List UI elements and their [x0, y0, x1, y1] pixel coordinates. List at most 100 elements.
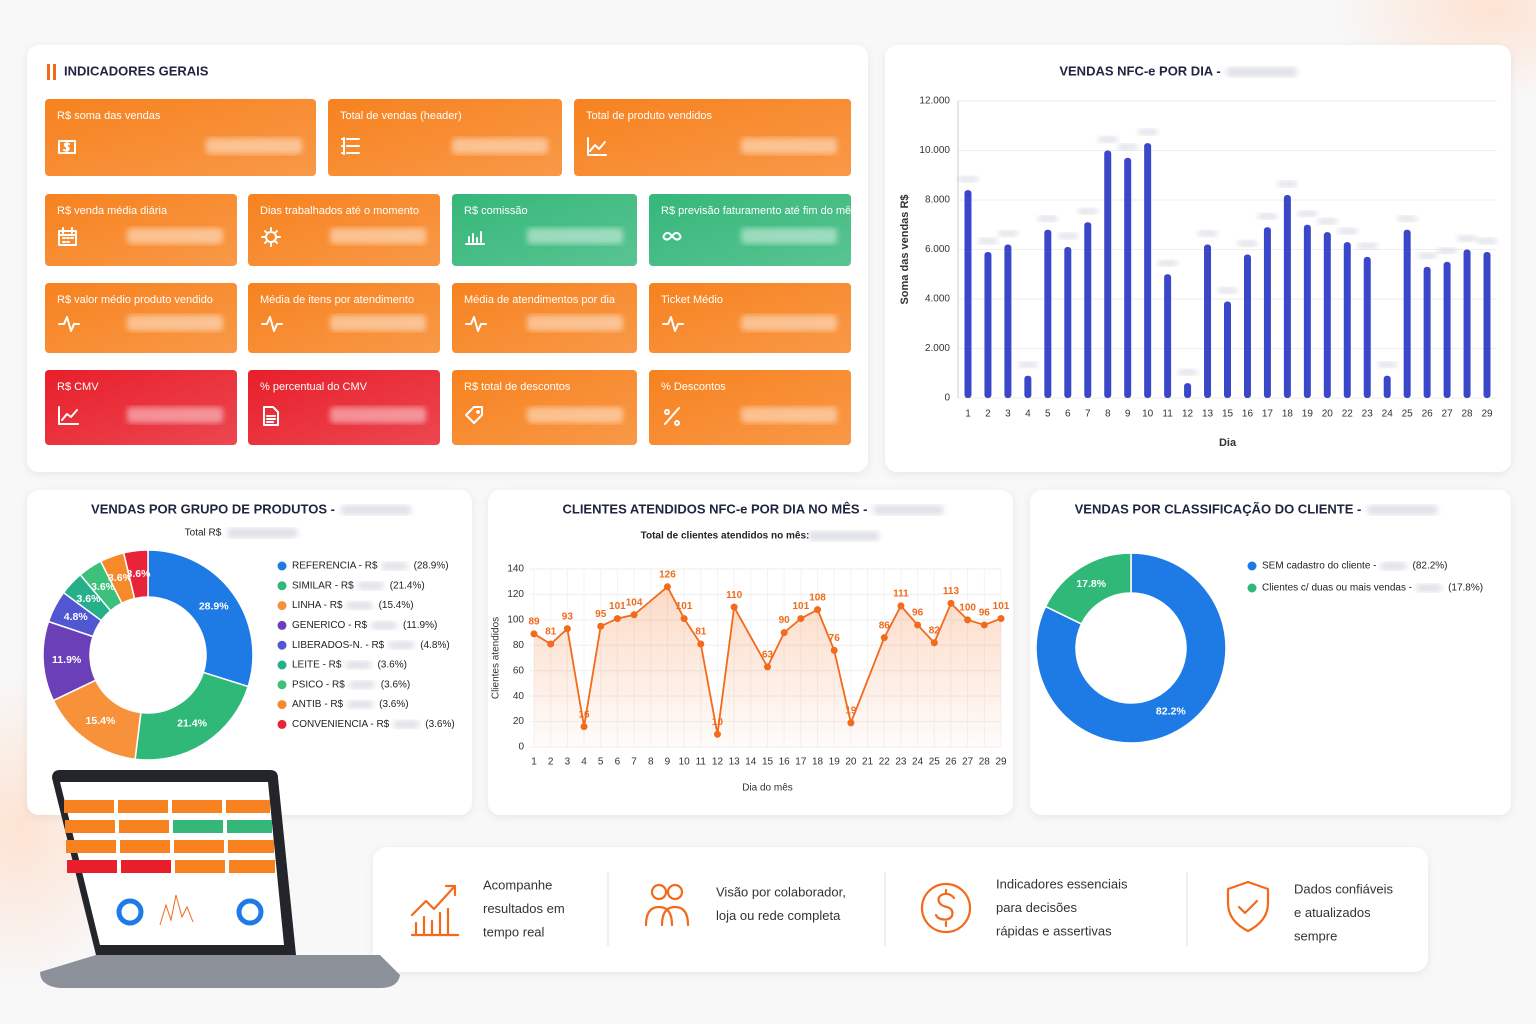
y-tick-label: 2.000 — [925, 343, 950, 354]
point — [530, 630, 538, 638]
y-tick-label: 40 — [513, 691, 525, 702]
data-label: 108 — [809, 592, 826, 603]
point — [980, 621, 988, 629]
x-tick-label: 1 — [965, 409, 971, 420]
x-tick-label: 22 — [879, 757, 891, 768]
point — [814, 606, 822, 614]
y-axis-label: Clientes atendidos — [491, 617, 502, 699]
icon-coin — [920, 882, 972, 934]
card-value-redacted — [330, 228, 426, 244]
redacted — [1237, 240, 1258, 247]
x-tick-label: 28 — [1461, 409, 1473, 420]
slice-label: 3.6% — [127, 568, 152, 580]
point — [580, 723, 588, 731]
card-icon — [662, 316, 684, 332]
card-shine — [45, 99, 316, 176]
legend-label: PSICO - R$ — [292, 679, 345, 690]
feature-text: rápidas e assertivas — [996, 923, 1112, 938]
bar — [1144, 143, 1152, 398]
x-tick-label: 7 — [631, 757, 637, 768]
point — [697, 640, 705, 648]
x-tick-label: 5 — [598, 757, 604, 768]
redacted — [1377, 361, 1398, 368]
donut-slice — [134, 671, 250, 761]
data-label: 82 — [929, 625, 941, 636]
bar — [1323, 232, 1331, 398]
bar-panel — [885, 45, 1511, 472]
x-tick-label: 10 — [1142, 409, 1154, 420]
redacted — [1397, 215, 1418, 222]
y-tick-label: 100 — [507, 614, 524, 625]
y-tick-label: 120 — [507, 589, 524, 600]
redacted — [388, 641, 415, 650]
x-tick-label: 9 — [665, 757, 671, 768]
card-value-redacted — [127, 407, 223, 423]
slice-label: 3.6% — [108, 572, 133, 584]
point — [563, 625, 571, 633]
data-label: 113 — [943, 586, 960, 597]
y-tick-label: 60 — [513, 665, 525, 676]
card-label: Média de atendimentos por dia — [464, 294, 616, 306]
bar — [1243, 254, 1251, 398]
data-label: 63 — [762, 650, 774, 661]
chart-subtitle: Total de clientes atendidos no mês: — [641, 531, 810, 542]
legend-label: LINHA - R$ — [292, 600, 343, 611]
accent — [53, 64, 56, 80]
card-label: R$ comissão — [464, 205, 528, 217]
data-label: 93 — [562, 611, 574, 622]
x-tick-label: 24 — [912, 757, 924, 768]
data-label: 110 — [726, 590, 743, 601]
x-tick-label: 13 — [1202, 409, 1214, 420]
legend-value: (82.2%) — [1413, 561, 1448, 572]
legend-label: ANTIB - R$ — [292, 699, 344, 710]
bar — [1383, 375, 1391, 398]
x-tick-label: 10 — [679, 757, 691, 768]
bar — [1024, 375, 1032, 398]
legend-label: LEITE - R$ — [292, 660, 342, 671]
redacted — [345, 661, 372, 669]
legend-label: Clientes c/ duas ou mais vendas - — [1262, 583, 1412, 594]
icon-growth — [410, 884, 457, 917]
legend-swatch — [1247, 583, 1257, 593]
card-icon — [263, 406, 279, 426]
redacted — [1297, 210, 1318, 217]
x-tick-label: 21 — [862, 757, 874, 768]
redacted — [1257, 213, 1278, 220]
legend-swatch — [277, 719, 287, 729]
x-tick-label: 20 — [1322, 409, 1334, 420]
redacted — [957, 176, 978, 183]
card-icon — [587, 137, 607, 156]
point — [780, 629, 788, 637]
bar — [1363, 256, 1371, 398]
redacted — [393, 720, 420, 729]
redacted — [1217, 287, 1238, 294]
y-tick-label: 0 — [944, 393, 950, 404]
legend-label: GENERICO - R$ — [292, 620, 367, 631]
x-axis-label: Dia — [1219, 437, 1237, 449]
bar — [1303, 224, 1311, 398]
card-icon — [58, 406, 79, 425]
redacted — [1137, 129, 1158, 136]
x-tick-label: 11 — [1162, 409, 1173, 420]
bar — [1064, 247, 1072, 398]
card-label: Dias trabalhados até o momento — [260, 205, 419, 217]
legend-swatch — [277, 680, 287, 690]
data-label: 101 — [793, 601, 810, 612]
x-tick-label: 12 — [712, 757, 724, 768]
x-tick-label: 11 — [696, 757, 707, 768]
x-tick-label: 24 — [1382, 409, 1394, 420]
card-icon — [58, 316, 80, 332]
card-label: R$ venda média diária — [57, 205, 168, 217]
card-icon — [662, 231, 682, 241]
slice-label: 15.4% — [86, 715, 116, 727]
x-tick-label: 27 — [1442, 409, 1454, 420]
legend-swatch — [277, 700, 287, 710]
bar — [1483, 251, 1491, 398]
data-label: 95 — [595, 609, 607, 620]
card-value-redacted — [330, 315, 426, 331]
y-tick-label: 4.000 — [925, 294, 950, 305]
accent — [47, 64, 50, 80]
card-value-redacted — [527, 407, 623, 423]
bar — [1184, 383, 1192, 398]
x-tick-label: 12 — [1182, 409, 1194, 420]
